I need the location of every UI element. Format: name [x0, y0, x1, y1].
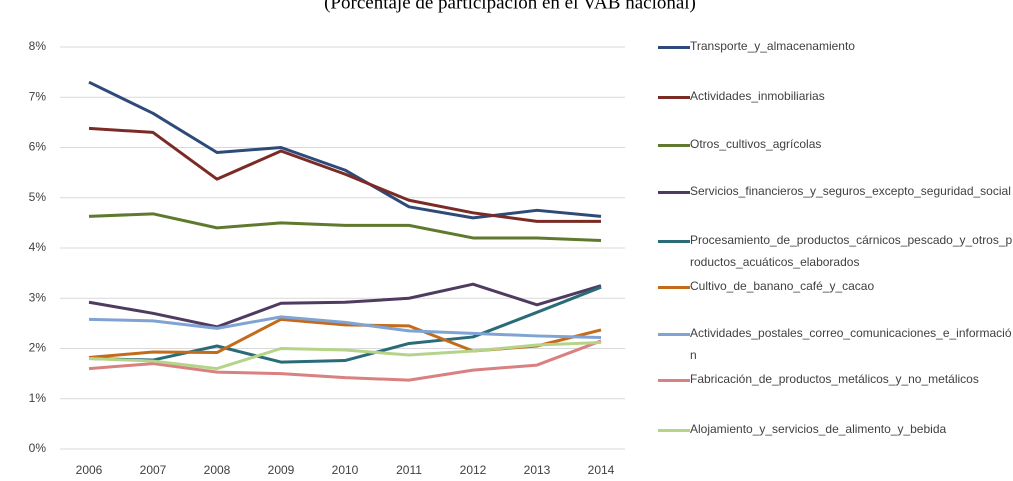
legend-item: Fabricación_de_productos_metálicos_y_no_… [658, 372, 1013, 390]
y-tick-label: 4% [29, 240, 47, 254]
series-line [88, 282, 602, 329]
series-line [88, 340, 602, 371]
legend-item: Servicios_financieros_y_seguros_excepto_… [658, 184, 1013, 202]
legend-label: Alojamiento_y_servicios_de_alimento_y_be… [690, 422, 947, 436]
series-line [88, 126, 601, 223]
legend-swatch [658, 46, 690, 49]
x-tick-label: 2009 [268, 463, 295, 477]
y-tick-label: 2% [29, 341, 47, 355]
legend-swatch [658, 191, 690, 194]
x-tick-label: 2007 [140, 463, 167, 477]
legend-item: Procesamiento_de_productos_cárnicos_pesc… [658, 233, 1013, 273]
series-line [88, 317, 602, 360]
legend-swatch [658, 429, 690, 432]
x-tick-label: 2011 [396, 463, 422, 477]
legend-swatch [658, 379, 690, 382]
legend-swatch [658, 333, 690, 336]
legend-item: Actividades_inmobiliarias [658, 89, 1013, 107]
legend-label: Actividades_postales_correo_comunicacion… [690, 326, 1012, 362]
series-line [88, 315, 602, 339]
y-tick-label: 5% [29, 190, 47, 204]
chart-title: (Porcentaje de participación en el VAB n… [324, 0, 696, 13]
y-tick-label: 7% [29, 89, 47, 103]
x-tick-label: 2012 [460, 463, 487, 477]
legend-label: Cultivo_de_banano_café_y_cacao [690, 279, 875, 293]
legend-label: Servicios_financieros_y_seguros_excepto_… [690, 184, 1011, 198]
legend-label: Fabricación_de_productos_metálicos_y_no_… [690, 372, 979, 386]
legend-label: Actividades_inmobiliarias [690, 89, 825, 103]
legend-item: Actividades_postales_correo_comunicacion… [658, 326, 1013, 366]
y-tick-label: 8% [29, 39, 47, 53]
legend-swatch [658, 286, 690, 289]
legend-item: Alojamiento_y_servicios_de_alimento_y_be… [658, 422, 1013, 440]
y-tick-label: 1% [29, 391, 47, 405]
x-tick-label: 2010 [332, 463, 359, 477]
x-tick-label: 2006 [76, 463, 103, 477]
y-tick-label: 0% [29, 441, 47, 455]
legend-swatch [658, 96, 690, 99]
x-tick-label: 2014 [588, 463, 615, 477]
legend-label: Transporte_y_almacenamiento [690, 39, 855, 53]
legend-swatch [658, 144, 690, 147]
legend-swatch [658, 240, 690, 243]
legend-label: Procesamiento_de_productos_cárnicos_pesc… [690, 233, 1013, 269]
y-tick-label: 3% [29, 290, 47, 304]
series-line [88, 285, 602, 364]
y-tick-label: 6% [29, 140, 47, 154]
legend-item: Otros_cultivos_agrícolas [658, 137, 1013, 155]
x-tick-label: 2008 [204, 463, 231, 477]
legend-label: Otros_cultivos_agrícolas [690, 137, 822, 151]
series-line [88, 80, 602, 220]
legend-item: Cultivo_de_banano_café_y_cacao [658, 279, 1013, 297]
series-line [88, 212, 602, 242]
series-line [88, 339, 602, 382]
legend-item: Transporte_y_almacenamiento [658, 39, 1013, 57]
x-tick-label: 2013 [524, 463, 551, 477]
